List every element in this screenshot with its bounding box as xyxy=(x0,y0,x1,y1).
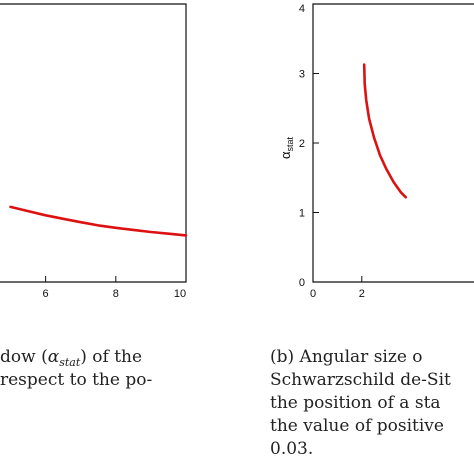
left-caption-math-sub: stat xyxy=(59,356,81,370)
right-y-axis-label-main: α xyxy=(278,151,293,159)
left-plot-panel: 6 8 10 xyxy=(0,3,188,300)
right-x-tick-label: 2 xyxy=(359,288,365,300)
left-caption-line-1-start: dow ( xyxy=(0,347,48,367)
left-plot-frame xyxy=(0,3,187,283)
left-figure-caption: dow (αstat) of the respect to the po- xyxy=(0,346,205,392)
left-x-tick-label: 8 xyxy=(113,288,119,300)
right-caption-line-5: 0.03. xyxy=(270,439,314,459)
left-caption-line-2-text: respect to the po- xyxy=(0,370,153,390)
right-y-axis-label-sub: stat xyxy=(285,136,295,151)
right-plot-frame xyxy=(312,3,474,283)
left-caption-line-2: respect to the po- xyxy=(0,369,205,392)
right-caption-line-2: Schwarzschild de-Sit xyxy=(270,370,451,390)
right-caption-line-1: (b) Angular size o xyxy=(270,347,423,367)
right-y-tick-label: 1 xyxy=(299,208,305,220)
left-caption-line-1-end: ) of the xyxy=(80,347,143,367)
left-caption-math-alpha: α xyxy=(47,347,60,367)
right-x-tick-label: 0 xyxy=(310,288,316,300)
left-x-tick-label: 6 xyxy=(43,288,49,300)
left-caption-line-1: dow (αstat) of the xyxy=(0,346,205,369)
right-y-axis-label: αstat xyxy=(278,136,295,159)
left-x-ticks: 6 8 10 xyxy=(43,276,187,300)
right-caption-line-3: the position of a sta xyxy=(270,393,441,413)
right-figure-caption: (b) Angular size o Schwarzschild de-Sit … xyxy=(270,346,474,461)
right-y-tick-label: 0 xyxy=(299,277,305,289)
right-caption-line-4: the value of positive xyxy=(270,416,444,436)
right-plot-panel: 0 2 4 3 2 1 0 αstat xyxy=(278,3,474,300)
right-y-tick-label: 4 xyxy=(299,3,305,15)
right-axis-ticks: 0 2 4 3 2 1 0 xyxy=(299,3,365,300)
right-y-tick-label: 3 xyxy=(299,69,305,81)
left-series-line xyxy=(9,205,188,237)
right-series-line xyxy=(362,63,407,199)
right-y-tick-label: 2 xyxy=(299,138,305,150)
left-x-tick-label: 10 xyxy=(174,288,186,300)
